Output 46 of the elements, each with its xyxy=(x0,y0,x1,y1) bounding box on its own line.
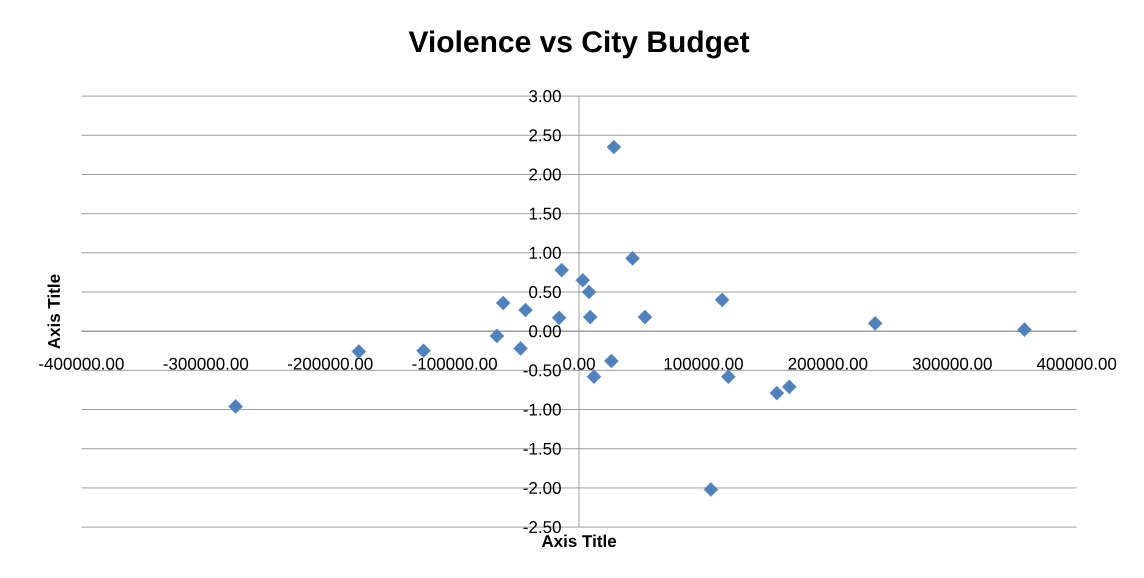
x-tick-label: -400000.00 xyxy=(39,357,124,370)
point xyxy=(769,385,785,401)
point xyxy=(582,309,598,325)
y-tick-label: 2.50 xyxy=(529,129,561,142)
y-tick-label: -0.50 xyxy=(523,364,561,377)
y-tick-label: 0.50 xyxy=(529,285,561,299)
y-tick-label: 2.00 xyxy=(529,168,561,181)
point xyxy=(721,369,736,384)
y-tick-label: 1.00 xyxy=(529,246,561,259)
y-tick-label: 0.00 xyxy=(529,325,561,338)
point xyxy=(228,399,243,414)
point xyxy=(1017,322,1032,337)
y-tick-label: -1.00 xyxy=(523,403,561,416)
point xyxy=(495,295,511,311)
y-tick-label: 1.50 xyxy=(529,207,561,220)
point xyxy=(782,379,797,395)
point xyxy=(489,328,505,344)
chart-title: Violence vs City Budget xyxy=(408,30,750,59)
x-tick-label: -300000.00 xyxy=(163,357,249,370)
point xyxy=(554,262,569,278)
x-axis-title: Axis Title xyxy=(541,534,617,548)
y-tick-label: -2.00 xyxy=(523,481,561,494)
point xyxy=(551,310,567,326)
x-tick-label: -100000.00 xyxy=(412,357,497,370)
y-tick-label: 3.00 xyxy=(529,90,561,103)
point xyxy=(637,309,653,325)
x-tick-label: -200000.00 xyxy=(287,357,373,370)
x-tick-label: 0.00 xyxy=(563,357,595,370)
point xyxy=(714,292,730,308)
point xyxy=(625,251,640,266)
x-tick-label: 100000.00 xyxy=(664,357,743,370)
x-tick-label: 200000.00 xyxy=(788,357,868,370)
y-axis-title: Axis Title xyxy=(47,274,60,349)
point xyxy=(867,316,883,331)
point xyxy=(581,284,597,300)
point xyxy=(604,353,619,369)
point xyxy=(703,482,719,497)
x-tick-label: 300000.00 xyxy=(912,357,992,370)
point xyxy=(513,341,528,356)
y-tick-label: -1.50 xyxy=(523,442,561,455)
x-tick-label: 400000.00 xyxy=(1036,357,1117,370)
point xyxy=(606,139,622,155)
point xyxy=(575,272,591,288)
point xyxy=(586,369,602,384)
y-tick-label: -2.50 xyxy=(523,521,561,534)
point xyxy=(518,302,533,318)
